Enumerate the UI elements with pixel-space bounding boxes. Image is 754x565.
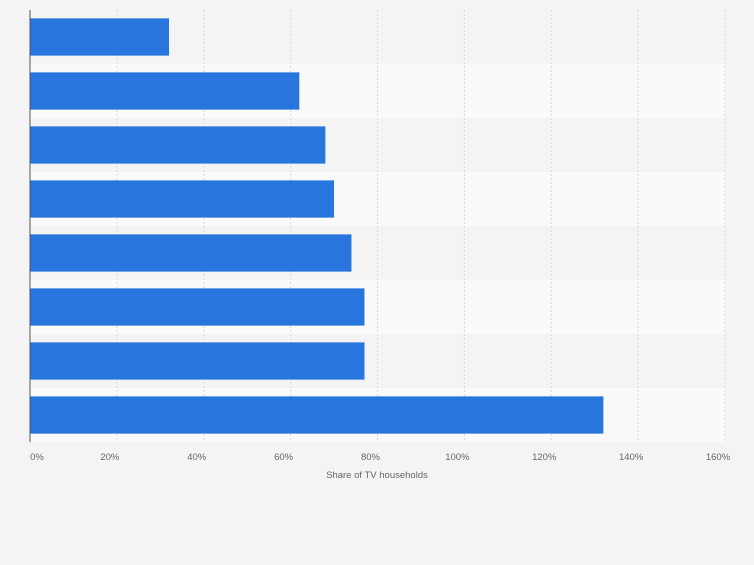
- x-tick-label: 20%: [100, 452, 120, 463]
- x-tick-label: 0%: [30, 452, 44, 463]
- bar[interactable]: [30, 288, 365, 326]
- bar[interactable]: [30, 234, 352, 272]
- x-tick-label: 160%: [706, 452, 731, 463]
- x-tick-label: 100%: [445, 452, 470, 463]
- bar[interactable]: [30, 18, 169, 56]
- x-tick-label: 60%: [274, 452, 294, 463]
- x-tick-label: 120%: [532, 452, 557, 463]
- bars: [30, 18, 604, 434]
- x-tick-label: 80%: [361, 452, 381, 463]
- bar[interactable]: [30, 342, 365, 380]
- x-tick-label: 40%: [187, 452, 207, 463]
- x-tick-labels: 0% 20% 40% 60% 80% 100% 120% 140% 160%: [30, 452, 731, 463]
- bar[interactable]: [30, 396, 604, 434]
- bar[interactable]: [30, 126, 326, 164]
- bar[interactable]: [30, 72, 300, 110]
- x-axis-label: Share of TV households: [326, 470, 428, 481]
- bar[interactable]: [30, 180, 335, 218]
- x-tick-label: 140%: [619, 452, 644, 463]
